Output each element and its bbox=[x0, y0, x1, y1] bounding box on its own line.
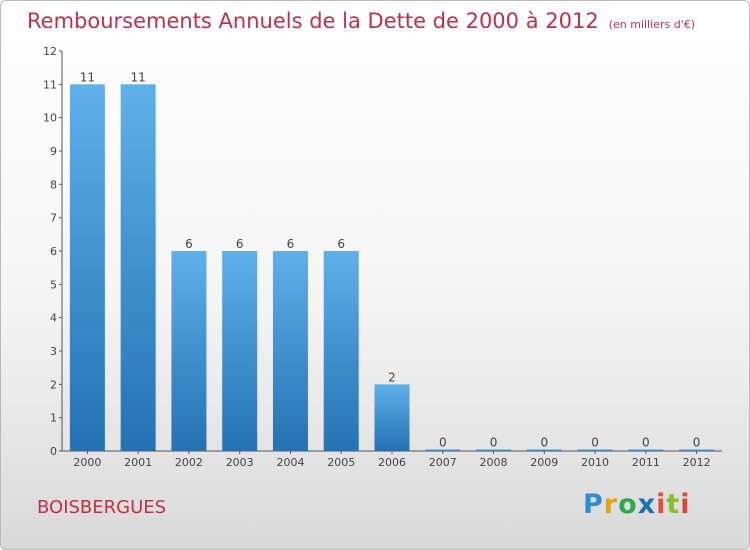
y-tick-label: 8 bbox=[50, 178, 57, 191]
bar-2010 bbox=[577, 449, 613, 451]
bar-2009 bbox=[526, 449, 562, 451]
bar-2004 bbox=[272, 251, 308, 451]
data-label-2002: 6 bbox=[185, 237, 193, 251]
x-tick-label: 2007 bbox=[429, 456, 457, 469]
y-tick-label: 11 bbox=[43, 78, 57, 91]
y-tick-label: 10 bbox=[43, 112, 57, 125]
bar-2011 bbox=[628, 449, 664, 451]
y-tick-label: 7 bbox=[50, 212, 57, 225]
y-tick-label: 9 bbox=[50, 145, 57, 158]
logo-letter: x bbox=[637, 489, 657, 520]
x-tick-label: 2011 bbox=[632, 456, 660, 469]
y-tick-label: 3 bbox=[50, 345, 57, 358]
x-tick-label: 2001 bbox=[124, 456, 152, 469]
bar-2000 bbox=[69, 84, 105, 451]
data-label-2010: 0 bbox=[591, 436, 599, 450]
logo-letter: t bbox=[666, 489, 681, 520]
x-tick-label: 2008 bbox=[480, 456, 508, 469]
data-label-2001: 11 bbox=[131, 70, 146, 84]
logo-letter: i bbox=[680, 489, 691, 520]
x-tick-label: 2004 bbox=[276, 456, 304, 469]
bar-2002 bbox=[171, 251, 207, 451]
logo-letter: i bbox=[656, 489, 667, 520]
data-label-2012: 0 bbox=[693, 436, 701, 450]
chart-title: Remboursements Annuels de la Dette de 20… bbox=[27, 9, 695, 33]
bar-2008 bbox=[476, 449, 512, 451]
x-tick-label: 2002 bbox=[175, 456, 203, 469]
y-tick-label: 6 bbox=[50, 245, 57, 258]
bar-2007 bbox=[425, 449, 461, 451]
y-tick-label: 12 bbox=[43, 45, 57, 58]
x-tick-label: 2005 bbox=[327, 456, 355, 469]
y-tick-label: 5 bbox=[50, 278, 57, 291]
chart-unit: (en milliers d'€) bbox=[608, 18, 695, 31]
y-tick-label: 0 bbox=[50, 445, 57, 458]
commune-name: BOISBERGUES bbox=[37, 497, 167, 518]
logo-letter: P bbox=[583, 489, 604, 520]
chart-title-text: Remboursements Annuels de la Dette de 20… bbox=[27, 9, 599, 33]
x-tick-label: 2003 bbox=[226, 456, 254, 469]
x-tick-label: 2009 bbox=[530, 456, 558, 469]
x-tick-label: 2000 bbox=[73, 456, 101, 469]
bar-2006 bbox=[374, 384, 410, 451]
chart-bars: 11 11 6 6 6 6 2 0 0 0 0 0 0 bbox=[69, 70, 715, 451]
data-label-2009: 0 bbox=[540, 436, 548, 450]
data-label-2000: 11 bbox=[80, 70, 95, 84]
data-label-2007: 0 bbox=[439, 436, 447, 450]
y-tick-label: 2 bbox=[50, 378, 57, 391]
y-tick-label: 1 bbox=[50, 412, 57, 425]
proxiti-logo: Proxiti bbox=[583, 489, 691, 520]
data-label-2005: 6 bbox=[337, 237, 345, 251]
data-label-2008: 0 bbox=[490, 436, 498, 450]
data-label-2004: 6 bbox=[287, 237, 295, 251]
x-tick-label: 2010 bbox=[581, 456, 609, 469]
logo-letter: o bbox=[618, 489, 638, 520]
x-tick-label: 2006 bbox=[378, 456, 406, 469]
logo-letter: r bbox=[603, 489, 619, 520]
bar-2005 bbox=[323, 251, 359, 451]
data-label-2006: 2 bbox=[388, 370, 396, 384]
x-tick-label: 2012 bbox=[683, 456, 711, 469]
bar-2012 bbox=[679, 449, 715, 451]
y-tick-label: 4 bbox=[50, 312, 57, 325]
data-label-2011: 0 bbox=[642, 436, 650, 450]
bar-2001 bbox=[120, 84, 156, 451]
data-label-2003: 6 bbox=[236, 237, 244, 251]
bar-2003 bbox=[222, 251, 258, 451]
